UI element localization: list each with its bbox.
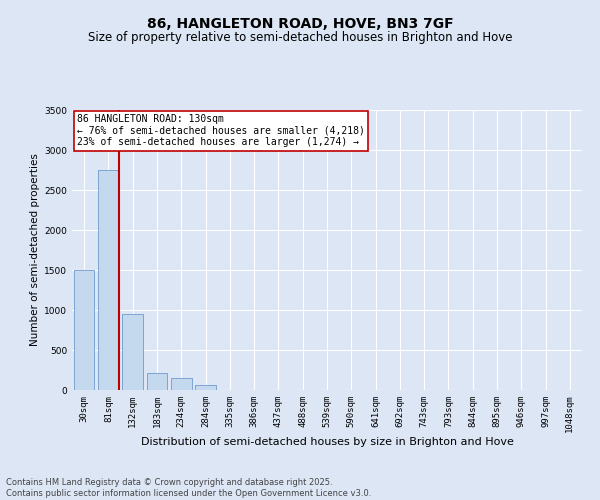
Text: Size of property relative to semi-detached houses in Brighton and Hove: Size of property relative to semi-detach…: [88, 31, 512, 44]
Bar: [98, 170, 119, 390]
Y-axis label: Number of semi-detached properties: Number of semi-detached properties: [30, 154, 40, 346]
Bar: [171, 378, 191, 390]
Text: 86, HANGLETON ROAD, HOVE, BN3 7GF: 86, HANGLETON ROAD, HOVE, BN3 7GF: [146, 18, 454, 32]
Bar: [74, 270, 94, 390]
Text: 86 HANGLETON ROAD: 130sqm
← 76% of semi-detached houses are smaller (4,218)
23% : 86 HANGLETON ROAD: 130sqm ← 76% of semi-…: [77, 114, 365, 148]
Bar: [122, 314, 143, 390]
X-axis label: Distribution of semi-detached houses by size in Brighton and Hove: Distribution of semi-detached houses by …: [140, 436, 514, 446]
Bar: [195, 385, 216, 390]
Bar: [146, 373, 167, 390]
Text: Contains HM Land Registry data © Crown copyright and database right 2025.
Contai: Contains HM Land Registry data © Crown c…: [6, 478, 371, 498]
